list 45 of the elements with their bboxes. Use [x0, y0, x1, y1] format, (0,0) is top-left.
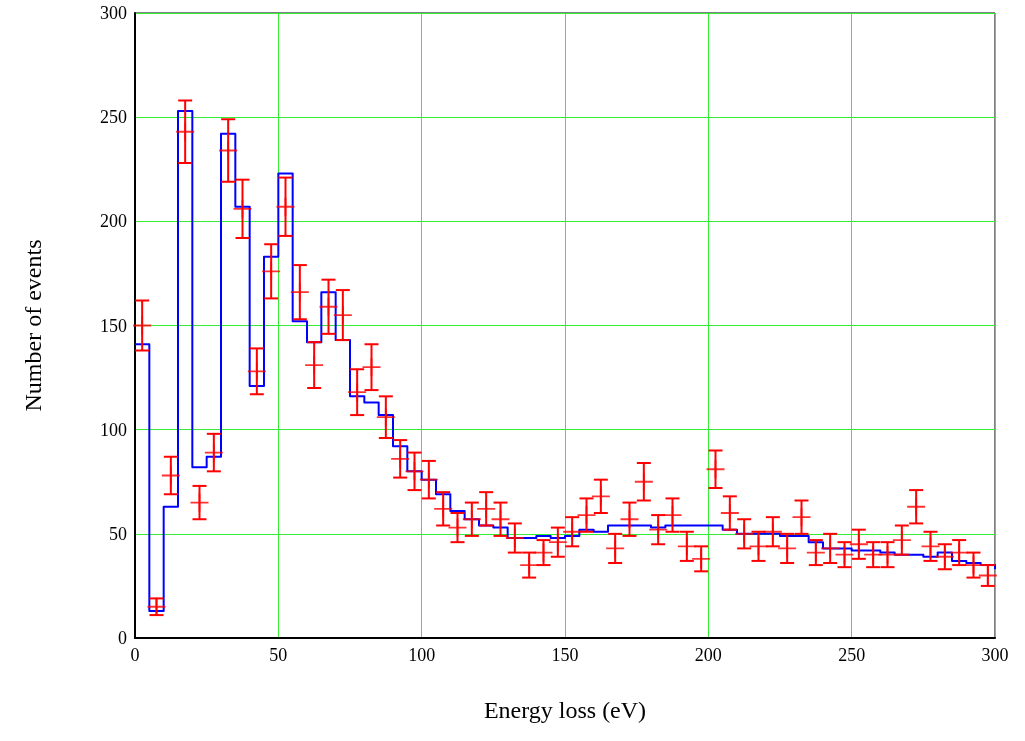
point — [305, 356, 324, 375]
point — [763, 522, 782, 541]
point — [391, 449, 410, 468]
y-tick-label: 50 — [109, 523, 127, 544]
point — [892, 531, 911, 550]
x-tick-label: 0 — [130, 645, 140, 665]
point — [290, 283, 309, 302]
point — [677, 537, 696, 556]
point — [563, 522, 582, 541]
x-tick-label: 150 — [551, 645, 579, 665]
x-tick-label: 300 — [981, 645, 1009, 665]
point — [419, 470, 438, 489]
y-tick-label: 250 — [100, 107, 127, 128]
point — [462, 510, 481, 529]
y-tick-label: 0 — [118, 628, 127, 648]
point — [907, 497, 926, 516]
y-tick-label: 200 — [100, 211, 127, 232]
x-axis-title: Energy loss (eV) — [483, 697, 647, 723]
point — [176, 122, 195, 141]
y-tick-label: 300 — [100, 3, 127, 23]
point — [247, 362, 266, 381]
point — [692, 549, 711, 568]
point — [434, 499, 453, 518]
point — [849, 535, 868, 554]
x-tick-label: 250 — [838, 645, 866, 665]
point — [348, 383, 367, 402]
point — [333, 306, 352, 325]
point — [505, 529, 524, 547]
point — [376, 408, 395, 427]
point — [735, 524, 754, 543]
y-tick-label: 150 — [100, 315, 127, 336]
point — [720, 504, 739, 522]
point — [477, 499, 496, 518]
point — [548, 533, 567, 552]
point — [634, 472, 653, 491]
x-tick-label: 100 — [408, 645, 436, 665]
point — [591, 487, 610, 506]
x-tick-label: 50 — [269, 645, 288, 665]
point — [935, 547, 954, 566]
x-tick-label: 200 — [694, 645, 722, 665]
point — [262, 262, 281, 281]
point — [520, 556, 539, 575]
y-tick-label: 100 — [100, 419, 127, 440]
y-axis-title: Number of events — [20, 239, 46, 412]
point — [649, 520, 668, 539]
